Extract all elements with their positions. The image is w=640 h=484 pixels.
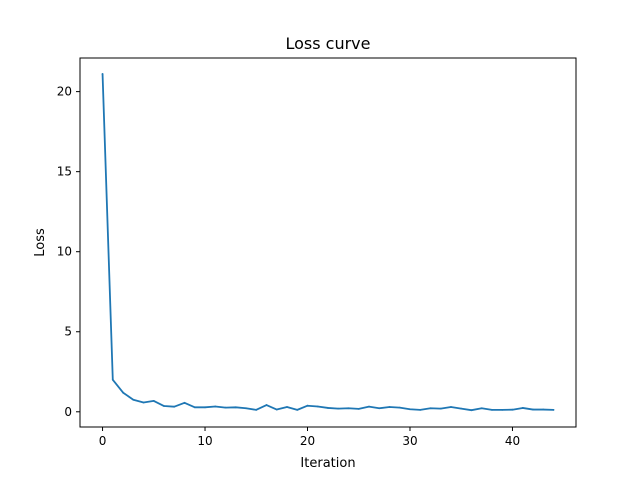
data-point: [388, 406, 391, 408]
data-point: [368, 405, 370, 408]
data-point: [521, 407, 524, 409]
data-point: [491, 408, 493, 411]
data-point: [347, 407, 350, 410]
x-tick-label: 10: [197, 434, 212, 448]
data-point: [255, 408, 258, 411]
data-point: [419, 408, 422, 411]
data-point: [224, 406, 227, 409]
data-point: [286, 406, 288, 408]
data-point: [204, 406, 206, 409]
data-point: [296, 408, 299, 411]
data-point: [245, 407, 247, 410]
data-point: [306, 404, 309, 407]
data-point: [234, 406, 237, 409]
axes-frame: [79, 57, 577, 428]
data-point: [193, 406, 196, 409]
y-tick-label: 10: [57, 245, 72, 259]
x-tick-label: 40: [505, 434, 520, 448]
chart-title: Loss curve: [285, 34, 370, 53]
data-point: [542, 408, 545, 411]
data-point: [470, 409, 473, 412]
data-point: [460, 407, 463, 410]
data-point: [316, 405, 319, 408]
y-tick-label: 20: [57, 85, 72, 99]
data-point: [173, 405, 176, 408]
plot-area: [101, 73, 555, 412]
data-point: [337, 407, 340, 410]
data-point: [378, 407, 381, 410]
data-point: [532, 408, 534, 411]
data-point: [275, 408, 278, 411]
y-tick-label: 5: [64, 325, 72, 339]
data-point: [409, 408, 411, 411]
data-point: [132, 398, 135, 401]
data-point: [152, 400, 155, 402]
data-point: [429, 407, 432, 410]
x-tick-label: 20: [300, 434, 315, 448]
data-point: [142, 401, 145, 404]
y-tick-label: 15: [57, 165, 72, 179]
data-point: [398, 406, 401, 409]
y-tick-label: 0: [64, 405, 72, 419]
data-point: [552, 408, 555, 411]
data-point: [450, 406, 452, 408]
data-point: [122, 391, 124, 394]
data-point: [501, 408, 504, 411]
axis-ticks: 0 10 20 30 40 0 5 10 15 20: [57, 85, 520, 448]
data-point: [511, 408, 514, 411]
x-axis-label: Iteration: [300, 456, 355, 471]
data-point: [480, 407, 483, 410]
data-point: [101, 73, 104, 75]
data-point: [183, 401, 186, 404]
data-point: [163, 405, 165, 407]
x-tick-label: 30: [402, 434, 417, 448]
x-tick-label: 0: [99, 434, 107, 448]
data-point: [265, 404, 268, 406]
y-axis-label: Loss: [33, 228, 48, 257]
data-point: [214, 405, 217, 408]
data-point: [357, 408, 360, 410]
data-point: [439, 407, 442, 410]
data-point: [327, 407, 329, 409]
data-point: [111, 378, 114, 381]
